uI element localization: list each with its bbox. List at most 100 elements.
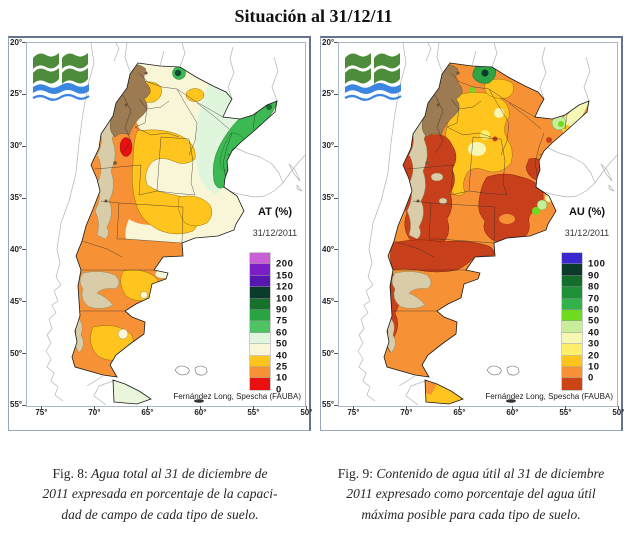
legend-swatch bbox=[250, 321, 270, 333]
lat-tickmark bbox=[22, 353, 26, 355]
legend-swatch bbox=[250, 287, 270, 299]
legend-value: 120 bbox=[276, 281, 294, 293]
caption-line: dad de campo de cada tipo de suelo. bbox=[61, 506, 259, 522]
argentina-map bbox=[32, 43, 305, 406]
legend-swatch bbox=[250, 253, 270, 265]
malvinas-islands-outline bbox=[174, 365, 208, 376]
legend-value: 10 bbox=[276, 372, 288, 384]
map-panel-at: AT (%) 31/12/2011 200 150 120 100 90 75 60 50 40… bbox=[8, 36, 313, 431]
legend-swatch bbox=[562, 367, 582, 379]
lat-tickmark bbox=[334, 404, 338, 406]
lon-tickmark bbox=[565, 406, 567, 409]
lat-tickmark bbox=[334, 42, 338, 43]
lat-tick-label: 45° bbox=[10, 296, 23, 306]
lon-tick-label: 50° bbox=[300, 408, 313, 417]
lat-tick-label: 40° bbox=[10, 244, 23, 254]
lat-tick-label: 55° bbox=[10, 400, 23, 410]
lon-tick-label: 75° bbox=[347, 408, 360, 417]
lon-tickmark bbox=[512, 406, 514, 409]
legend-swatch bbox=[250, 367, 270, 379]
lat-tickmark bbox=[22, 145, 26, 147]
lat-tickmark bbox=[334, 353, 338, 355]
lat-tickmark bbox=[22, 197, 26, 199]
legend-color-scale: 200 150 120 100 90 75 60 50 40 25 10 0 bbox=[250, 253, 310, 395]
caption-figure-number: Fig. 9: bbox=[337, 466, 377, 481]
isla-de-los-estados bbox=[194, 399, 204, 403]
legend-value: 25 bbox=[276, 361, 288, 373]
fauba-logo bbox=[344, 53, 402, 101]
legend-value: 150 bbox=[276, 270, 294, 282]
legend-value: 50 bbox=[276, 338, 288, 350]
lon-tick-label: 65° bbox=[141, 408, 154, 417]
lon-tickmark bbox=[253, 406, 255, 409]
lat-tick-label: 55° bbox=[322, 400, 335, 410]
lat-tick-label: 25° bbox=[322, 89, 335, 99]
lon-tick-label: 65° bbox=[453, 408, 466, 417]
lat-tick-label: 35° bbox=[322, 193, 335, 203]
map-plot-at bbox=[26, 42, 306, 407]
tierra-del-fuego-outline bbox=[112, 379, 152, 405]
legend-swatch bbox=[250, 310, 270, 322]
caption-figure-number: Fig. 8: bbox=[52, 466, 92, 481]
lon-tick-label: 50° bbox=[612, 408, 625, 417]
lon-tickmark bbox=[406, 406, 408, 409]
legend-value: 80 bbox=[588, 281, 600, 293]
lat-tickmark bbox=[22, 249, 26, 251]
legend-value: 60 bbox=[276, 327, 288, 339]
argentina-map bbox=[344, 43, 617, 406]
lon-tickmark bbox=[618, 406, 620, 409]
soil-water-regions bbox=[72, 63, 277, 404]
lon-tick-label: 55° bbox=[559, 408, 572, 417]
legend-value: 20 bbox=[588, 350, 600, 362]
caption-line: 2011 expresado como porcentaje del agua … bbox=[346, 486, 596, 502]
lat-tick-label: 25° bbox=[10, 89, 23, 99]
legend-swatch bbox=[562, 378, 582, 390]
legend-swatch bbox=[562, 287, 582, 299]
attribution: Fernández Long, Spescha (FAUBA) bbox=[173, 392, 301, 401]
malvinas-islands-outline bbox=[486, 365, 520, 376]
legend-swatch bbox=[250, 344, 270, 356]
legend-swatch bbox=[250, 298, 270, 310]
map-plot-au bbox=[338, 42, 618, 407]
lat-tickmark bbox=[22, 42, 26, 43]
attribution: Fernández Long, Spescha (FAUBA) bbox=[485, 392, 613, 401]
legend-value: 50 bbox=[588, 315, 600, 327]
legend-value: 10 bbox=[588, 361, 600, 373]
lon-tick-label: 60° bbox=[506, 408, 519, 417]
lat-tick-label: 50° bbox=[322, 348, 335, 358]
legend-swatch bbox=[562, 264, 582, 276]
soil-water-regions bbox=[384, 63, 589, 404]
lat-tick-label: 45° bbox=[322, 296, 335, 306]
page-title: Situación al 31/12/11 bbox=[234, 6, 393, 26]
legend-value: 0 bbox=[276, 384, 282, 396]
legend-swatch bbox=[250, 332, 270, 345]
legend-swatch bbox=[562, 298, 582, 310]
isla-de-los-estados bbox=[506, 399, 516, 403]
lon-tickmark bbox=[306, 406, 308, 409]
legend-swatch bbox=[562, 355, 582, 367]
argentina-outline bbox=[71, 62, 278, 378]
legend-swatch bbox=[562, 332, 582, 345]
lon-tickmark bbox=[353, 406, 355, 409]
legend-value: 100 bbox=[276, 293, 294, 305]
map-panel-au: AU (%) 31/12/2011 100 90 80 70 60 50 40 30 20 10 0… bbox=[320, 36, 625, 431]
caption-line: Fig. 8: Agua total al 31 de diciembre de bbox=[52, 466, 268, 481]
legend-value: 90 bbox=[588, 270, 600, 282]
figure-caption-8: Fig. 8: Agua total al 31 de diciembre de… bbox=[12, 464, 308, 525]
neighbor-country-borders bbox=[357, 43, 617, 406]
lat-tickmark bbox=[22, 93, 26, 95]
lon-tick-label: 60° bbox=[194, 408, 207, 417]
lon-tick-label: 70° bbox=[88, 408, 101, 417]
legend-swatch bbox=[562, 344, 582, 356]
lat-tickmark bbox=[334, 249, 338, 251]
lat-tick-label: 30° bbox=[10, 141, 23, 151]
argentina-outline bbox=[383, 62, 590, 378]
lat-tickmark bbox=[334, 301, 338, 303]
legend-swatch bbox=[562, 321, 582, 333]
lat-tick-label: 50° bbox=[10, 348, 23, 358]
lat-tick-label: 35° bbox=[10, 193, 23, 203]
lat-tick-label: 30° bbox=[322, 141, 335, 151]
legend-value: 0 bbox=[588, 372, 594, 384]
lon-tickmark bbox=[94, 406, 96, 409]
